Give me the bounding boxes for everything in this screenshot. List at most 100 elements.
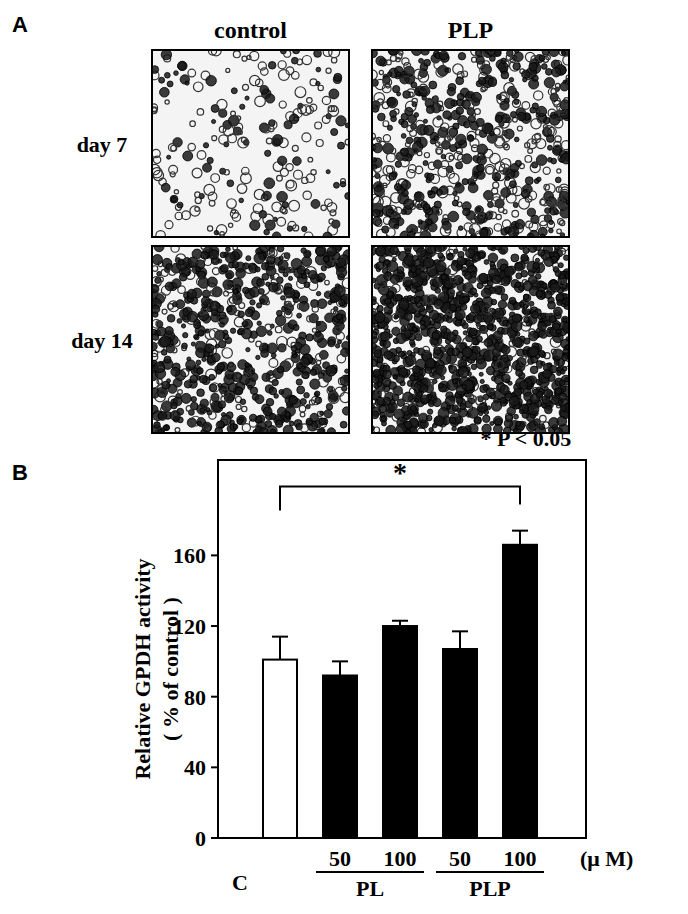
cell: [266, 266, 276, 276]
cell: [439, 51, 448, 60]
cell: [509, 181, 516, 188]
cell: [200, 311, 204, 315]
cell: [234, 317, 244, 327]
cell: [281, 253, 289, 261]
cell: [244, 264, 254, 274]
cell: [438, 127, 448, 137]
cell: [197, 421, 201, 425]
cell: [203, 163, 212, 172]
cell: [316, 291, 320, 295]
cell: [463, 208, 471, 216]
micrograph-bg: [152, 50, 349, 237]
cell: [205, 344, 214, 353]
cell: [326, 170, 330, 174]
cell: [404, 63, 411, 70]
cell: [175, 212, 182, 219]
cell: [532, 103, 538, 109]
cell: [154, 422, 161, 429]
cell: [227, 180, 234, 187]
cell: [445, 153, 453, 161]
cell: [266, 94, 275, 103]
cell: [439, 384, 447, 392]
cell: [302, 177, 308, 183]
cell: [242, 424, 250, 432]
cell: [427, 173, 434, 180]
cell: [238, 311, 245, 318]
cell: [501, 58, 506, 63]
cell: [231, 88, 237, 94]
cell: [237, 419, 242, 424]
cell: [412, 98, 417, 103]
cell: [562, 51, 566, 55]
cell: [442, 275, 446, 279]
cell: [327, 247, 336, 256]
cell: [284, 310, 292, 318]
cell: [329, 89, 339, 99]
cell: [197, 109, 203, 115]
cell: [192, 168, 202, 178]
cell: [170, 195, 178, 203]
cell: [548, 301, 556, 309]
cell: [372, 164, 377, 169]
cell: [436, 189, 442, 195]
cell: [188, 69, 196, 77]
cell: [197, 278, 205, 286]
cell: [480, 65, 491, 76]
cell: [555, 177, 561, 183]
cell: [384, 143, 392, 151]
cell: [414, 348, 420, 354]
cell: [425, 98, 432, 105]
cell: [541, 64, 547, 70]
cell: [403, 76, 410, 83]
cell: [191, 416, 201, 426]
micrograph-bg: [152, 246, 349, 433]
cell: [336, 267, 346, 277]
row-label: day 7: [77, 132, 128, 157]
cell: [209, 250, 218, 259]
cell: [546, 135, 554, 143]
cell: [313, 332, 323, 342]
cell: [263, 191, 272, 200]
cell: [207, 157, 213, 163]
cell: [201, 297, 210, 306]
cell: [528, 149, 533, 154]
cell: [316, 67, 321, 72]
cell: [335, 327, 341, 333]
cell: [282, 388, 292, 398]
cell: [525, 52, 535, 62]
cell: [178, 390, 183, 395]
cell: [245, 309, 253, 317]
cell: [186, 360, 196, 370]
cell: [302, 226, 307, 231]
cell: [552, 68, 561, 77]
cell: [326, 403, 332, 409]
cell: [289, 200, 300, 211]
cell: [285, 412, 290, 417]
cell: [300, 412, 305, 417]
cell: [490, 131, 494, 135]
cell: [471, 217, 477, 223]
cell: [170, 411, 180, 421]
cell: [386, 60, 391, 65]
cell: [331, 129, 338, 136]
cell: [161, 269, 168, 276]
cell: [470, 224, 481, 235]
cell: [182, 343, 188, 349]
cell: [160, 336, 171, 347]
cell: [281, 296, 285, 300]
cell: [167, 155, 171, 159]
cell: [302, 133, 311, 142]
cell: [299, 405, 305, 411]
cell: [196, 267, 201, 272]
cell: [423, 161, 428, 166]
cell: [225, 253, 235, 263]
cell: [507, 86, 516, 95]
cell: [396, 72, 401, 77]
micrograph: [372, 50, 569, 237]
cell: [246, 256, 251, 261]
cell: [414, 192, 424, 202]
cell: [485, 164, 495, 174]
cell: [340, 181, 346, 187]
cell: [337, 340, 341, 344]
cell: [206, 75, 216, 85]
